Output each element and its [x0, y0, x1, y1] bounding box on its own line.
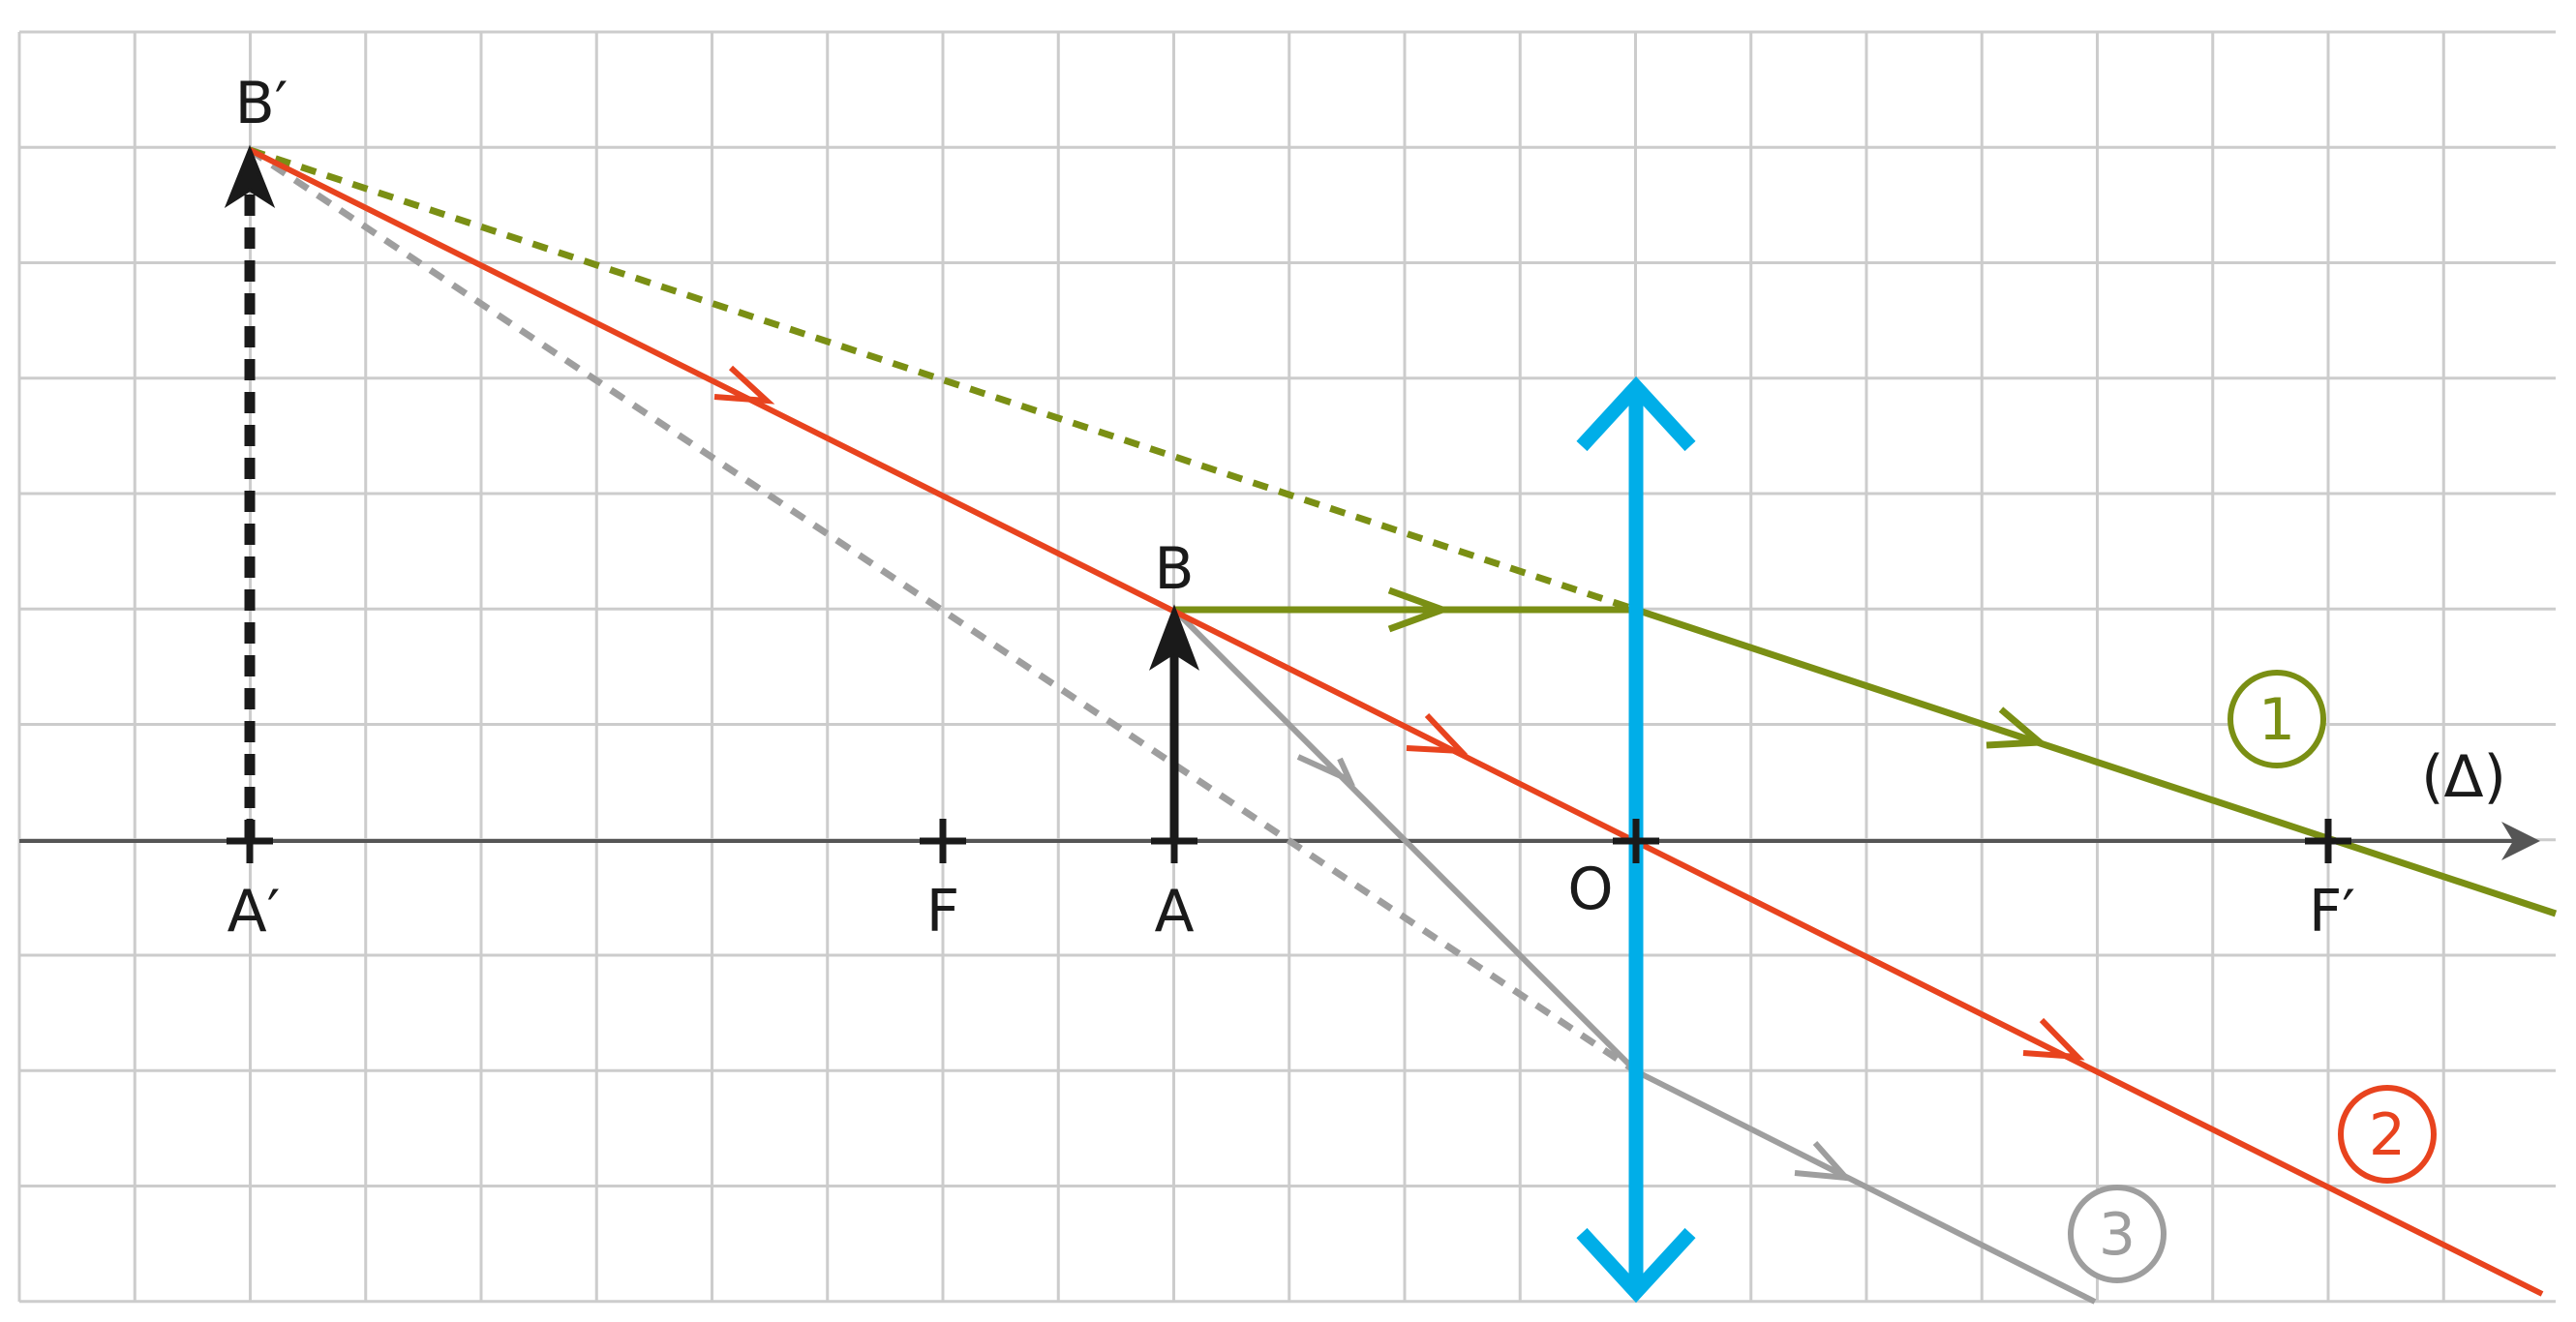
grid	[17, 30, 2556, 1304]
ray-3-arrow	[1296, 754, 1356, 787]
ray-1-badge: 1	[2227, 670, 2326, 768]
ray-1-arrow	[1985, 706, 2048, 749]
ray-1-number: 1	[2258, 686, 2295, 754]
ray-3-badge: 3	[2068, 1185, 2167, 1283]
ray-1	[248, 146, 2558, 917]
ray-2	[248, 147, 2544, 1297]
ray-2-number: 2	[2369, 1101, 2406, 1169]
ray-2-arrow	[1406, 712, 1469, 755]
label-b-prime: B′	[235, 70, 288, 137]
ray-3-number: 3	[2099, 1201, 2136, 1269]
label-o: O	[1567, 856, 1613, 923]
axis-label: (Δ)	[2421, 743, 2506, 811]
ray-2-arrow	[713, 365, 775, 405]
ray-2-arrow	[2022, 1017, 2085, 1061]
axis-ticks	[227, 819, 2351, 863]
label-f: F	[926, 878, 960, 946]
ray-3	[248, 147, 2097, 1305]
label-a-prime: A′	[227, 878, 281, 946]
label-b: B	[1154, 535, 1194, 603]
label-a: A	[1154, 878, 1194, 946]
ray-3-arrow	[1794, 1141, 1854, 1182]
ray-1-arrow	[1387, 586, 1453, 633]
ray-2-badge: 2	[2338, 1085, 2437, 1184]
label-f-prime: F′	[2309, 878, 2355, 946]
object-arrow	[1148, 604, 1200, 841]
image-arrow	[224, 144, 276, 841]
